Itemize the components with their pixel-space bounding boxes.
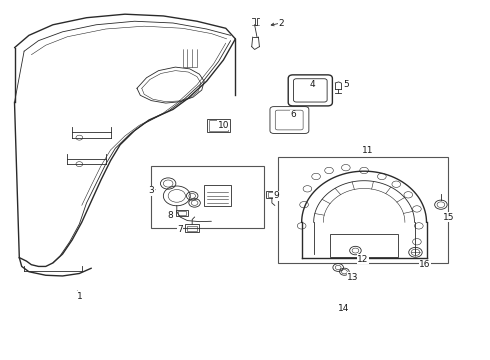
Text: 13: 13 <box>347 273 359 282</box>
Text: 4: 4 <box>309 80 315 89</box>
Text: 5: 5 <box>343 80 349 89</box>
Bar <box>176 210 188 216</box>
Text: 7: 7 <box>177 225 183 234</box>
Text: 6: 6 <box>290 110 296 119</box>
Text: 10: 10 <box>218 121 229 130</box>
Text: 1: 1 <box>76 292 82 301</box>
Text: 2: 2 <box>278 18 284 27</box>
Bar <box>278 157 448 263</box>
Text: 8: 8 <box>168 211 173 220</box>
Bar <box>187 226 197 231</box>
Bar <box>330 234 398 257</box>
Text: 3: 3 <box>148 186 154 195</box>
Bar <box>266 191 278 198</box>
Text: 15: 15 <box>443 212 455 221</box>
Text: 11: 11 <box>362 145 373 154</box>
Bar <box>268 192 276 197</box>
Text: 14: 14 <box>338 304 349 313</box>
Bar <box>207 119 230 132</box>
Text: 9: 9 <box>273 192 279 201</box>
Bar <box>151 166 264 228</box>
Text: 16: 16 <box>419 260 431 269</box>
Text: 12: 12 <box>357 255 368 264</box>
Bar <box>178 211 186 215</box>
Bar <box>185 224 199 232</box>
Bar <box>209 120 228 131</box>
Bar <box>204 185 231 207</box>
